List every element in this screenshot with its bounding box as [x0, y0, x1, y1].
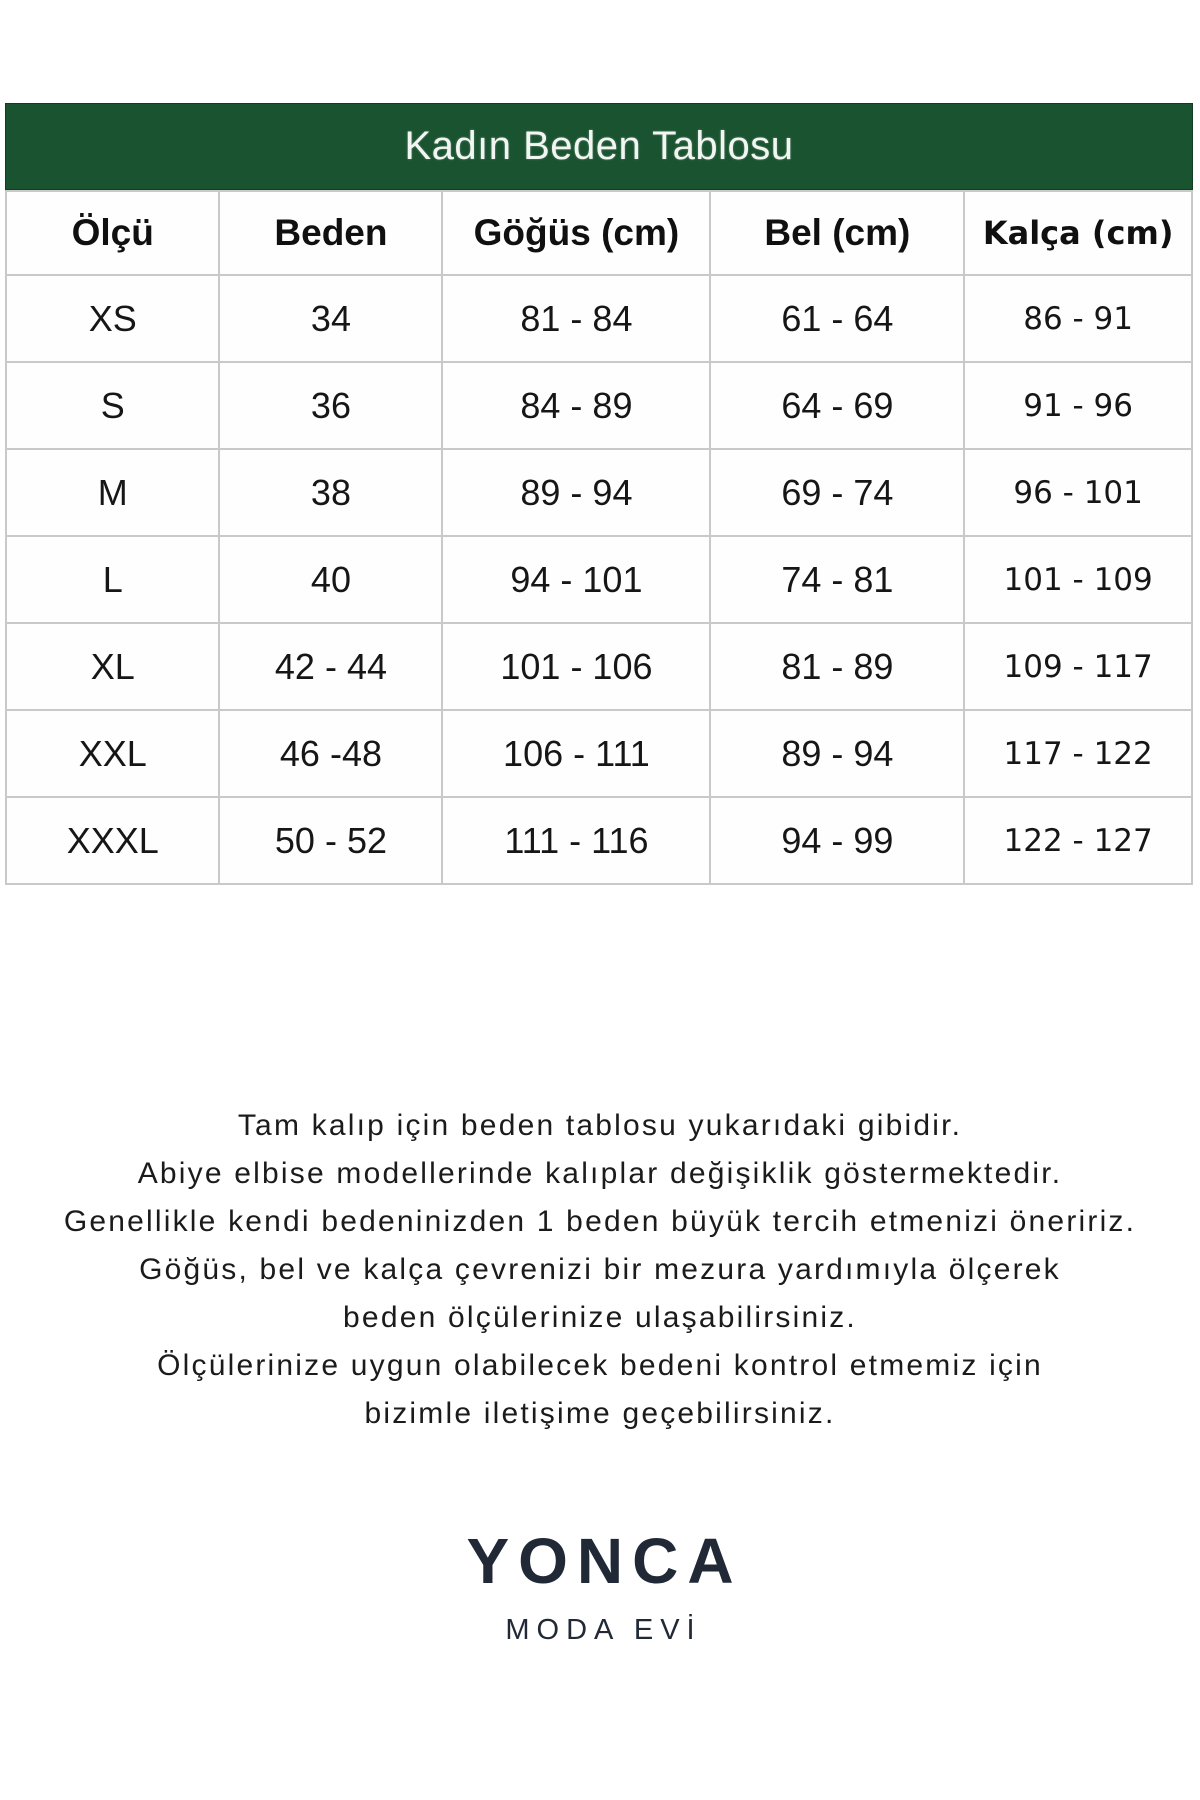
table-cell: 96 - 101: [963, 448, 1193, 537]
table-header-row: Ölçü Beden Göğüs (cm) Bel (cm) Kalça (cm): [4, 190, 1193, 276]
table-cell: 94 - 101: [441, 535, 712, 624]
table-cell: XL: [4, 622, 221, 711]
size-table: Ölçü Beden Göğüs (cm) Bel (cm) Kalça (cm) XS…: [4, 190, 1193, 885]
table-cell: 61 - 64: [709, 274, 966, 363]
table-row: XXL 46 -48 106 - 111 89 - 94 117 - 122: [4, 709, 1193, 798]
note-line: Genellikle kendi bedeninizden 1 beden bü…: [63, 1205, 1137, 1238]
table-cell: 64 - 69: [709, 361, 966, 450]
note-line: Tam kalıp için beden tablosu yukarıdaki …: [237, 1109, 963, 1142]
table-cell: 106 - 111: [441, 709, 712, 798]
table-cell: 42 - 44: [218, 622, 444, 711]
table-title: Kadın Beden Tablosu: [404, 124, 794, 168]
table-cell: M: [4, 448, 221, 537]
table-cell: 86 - 91: [963, 274, 1193, 363]
table-cell: 38: [218, 448, 444, 537]
table-cell: 111 - 116: [441, 796, 712, 885]
table-cell: L: [4, 535, 221, 624]
table-cell: 94 - 99: [709, 796, 966, 885]
note-line: Ölçülerinize uygun olabilecek bedeni kon…: [157, 1349, 1043, 1382]
brand-subtitle: MODA EVİ: [505, 1614, 702, 1646]
table-cell: 91 - 96: [963, 361, 1193, 450]
brand-logo: YONCA MODA EVİ: [0, 1524, 1200, 1647]
note-line: Abiye elbise modellerinde kalıplar değiş…: [137, 1157, 1063, 1190]
table-cell: 81 - 84: [441, 274, 712, 363]
table-cell: S: [4, 361, 221, 450]
column-header: Kalça (cm): [963, 190, 1193, 276]
table-row: S 36 84 - 89 64 - 69 91 - 96: [4, 361, 1193, 450]
table-cell: 84 - 89: [441, 361, 712, 450]
table-row: XS 34 81 - 84 61 - 64 86 - 91: [4, 274, 1193, 363]
table-cell: 122 - 127: [963, 796, 1193, 885]
table-cell: 81 - 89: [709, 622, 966, 711]
table-cell: 40: [218, 535, 444, 624]
table-cell: 117 - 122: [963, 709, 1193, 798]
table-cell: XS: [4, 274, 221, 363]
size-chart-table: Kadın Beden Tablosu Ölçü Beden Göğüs (cm) B…: [4, 103, 1193, 885]
table-cell: 36: [218, 361, 444, 450]
notes-block: Tam kalıp için beden tablosu yukarıdaki …: [15, 1102, 1185, 1438]
table-cell: 89 - 94: [441, 448, 712, 537]
column-header: Bel (cm): [709, 190, 966, 276]
table-cell: 50 - 52: [218, 796, 444, 885]
table-cell: 34: [218, 274, 444, 363]
table-cell: 74 - 81: [709, 535, 966, 624]
note-line: Göğüs, bel ve kalça çevrenizi bir mezura…: [139, 1253, 1061, 1286]
brand-name: YONCA: [466, 1525, 743, 1597]
table-row: M 38 89 - 94 69 - 74 96 - 101: [4, 448, 1193, 537]
table-cell: 69 - 74: [709, 448, 966, 537]
note-line: bizimle iletişime geçebilirsiniz.: [364, 1397, 836, 1430]
column-header: Ölçü: [4, 190, 221, 276]
table-row: L 40 94 - 101 74 - 81 101 - 109: [4, 535, 1193, 624]
table-cell: XXXL: [4, 796, 221, 885]
table-row: XL 42 - 44 101 - 106 81 - 89 109 - 117: [4, 622, 1193, 711]
table-cell: XXL: [4, 709, 221, 798]
size-table-body: XS 34 81 - 84 61 - 64 86 - 91 S 36 84 - 89 64 - …: [4, 274, 1193, 885]
table-cell: 109 - 117: [963, 622, 1193, 711]
table-row: XXXL 50 - 52 111 - 116 94 - 99 122 - 127: [4, 796, 1193, 885]
table-cell: 101 - 109: [963, 535, 1193, 624]
note-line: beden ölçülerinize ulaşabilirsiniz.: [343, 1301, 857, 1334]
table-cell: 101 - 106: [441, 622, 712, 711]
table-title-bar: Kadın Beden Tablosu: [5, 103, 1193, 190]
table-cell: 46 -48: [218, 709, 444, 798]
column-header: Beden: [218, 190, 444, 276]
column-header: Göğüs (cm): [441, 190, 712, 276]
table-cell: 89 - 94: [709, 709, 966, 798]
